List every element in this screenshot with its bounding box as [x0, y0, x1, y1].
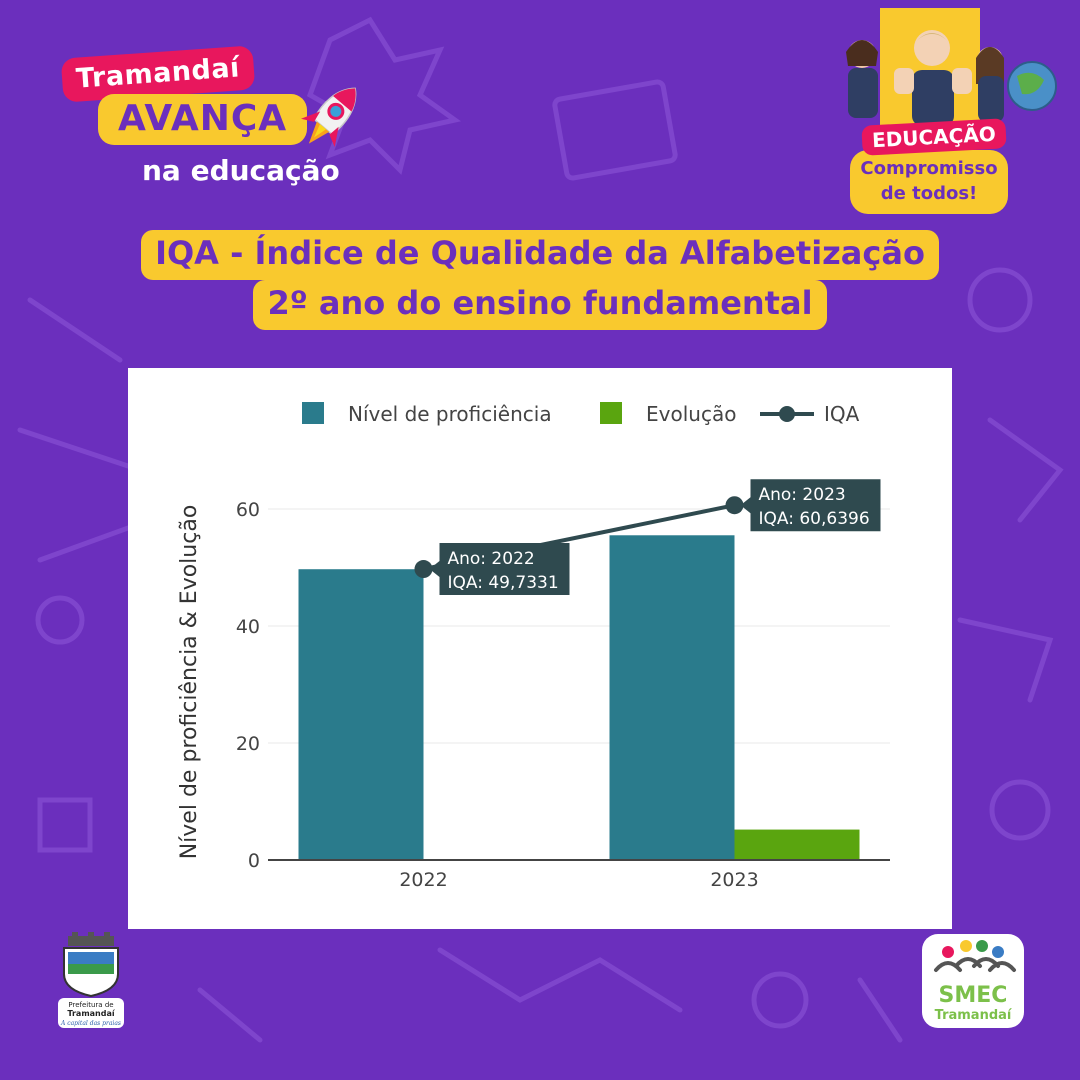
brand-na-educacao: na educação	[142, 154, 340, 187]
tooltip-box	[429, 543, 570, 596]
legend-label-iqa: IQA	[824, 402, 860, 426]
legend-label-evolucao: Evolução	[646, 402, 736, 426]
legend-swatch-evolucao	[600, 402, 622, 424]
title-line-2: 2º ano do ensino fundamental	[253, 280, 827, 330]
badge-line-2: de todos!	[880, 183, 978, 204]
legend-label-proficiencia: Nível de proficiência	[348, 402, 552, 426]
page-title: IQA - Índice de Qualidade da Alfabetizaç…	[0, 230, 1080, 330]
prefeitura-tagline: A capital das praias	[60, 1020, 121, 1027]
children-photo	[846, 8, 1057, 128]
rocket-icon	[301, 87, 357, 147]
bar-proficiencia	[298, 569, 424, 860]
y-tick-label: 20	[236, 733, 260, 755]
iqa-point	[725, 496, 744, 515]
tooltip-year: Ano: 2023	[759, 485, 846, 505]
smec-name: SMEC	[939, 983, 1008, 1008]
brand-avanca: AVANÇA	[98, 94, 308, 145]
smec-sub: Tramandaí	[935, 1008, 1013, 1023]
iqa-chart: 0 20 40 60 2022 2023 Ano: 2022 IQA: 49,7331 Ano:…	[177, 402, 890, 891]
tooltip-iqa: IQA: 49,7331	[448, 573, 559, 593]
prefeitura-name: Tramandaí	[67, 1009, 115, 1018]
tooltip-iqa: IQA: 60,6396	[759, 509, 870, 529]
legend-swatch-proficiencia	[302, 402, 324, 424]
y-tick-label: 0	[248, 850, 260, 872]
title-line-1: IQA - Índice de Qualidade da Alfabetizaç…	[141, 230, 939, 280]
bar-evolucao	[734, 829, 860, 860]
chart-card: 0 20 40 60 2022 2023 Ano: 2022 IQA: 49,7331 Ano:…	[128, 368, 952, 929]
legend-swatch-iqa-point	[779, 406, 795, 422]
iqa-point	[414, 560, 433, 579]
tooltip-box	[740, 479, 881, 532]
y-axis-label: Nível de proficiência & Evolução	[177, 505, 202, 860]
y-tick-label: 40	[236, 616, 260, 638]
bar-proficiencia	[609, 535, 735, 860]
x-tick-label: 2023	[710, 869, 758, 891]
badge-compromisso: Compromisso de todos!	[850, 150, 1008, 214]
prefeitura-logo: Prefeitura de Tramandaí A capital das pr…	[58, 932, 124, 1028]
tooltip-year: Ano: 2022	[448, 549, 535, 569]
smec-logo: SMEC Tramandaí	[922, 934, 1024, 1028]
prefeitura-top: Prefeitura de	[68, 1001, 113, 1009]
y-tick-label: 60	[236, 499, 260, 521]
x-tick-label: 2022	[399, 869, 447, 891]
badge-line-1: Compromisso	[860, 158, 998, 179]
